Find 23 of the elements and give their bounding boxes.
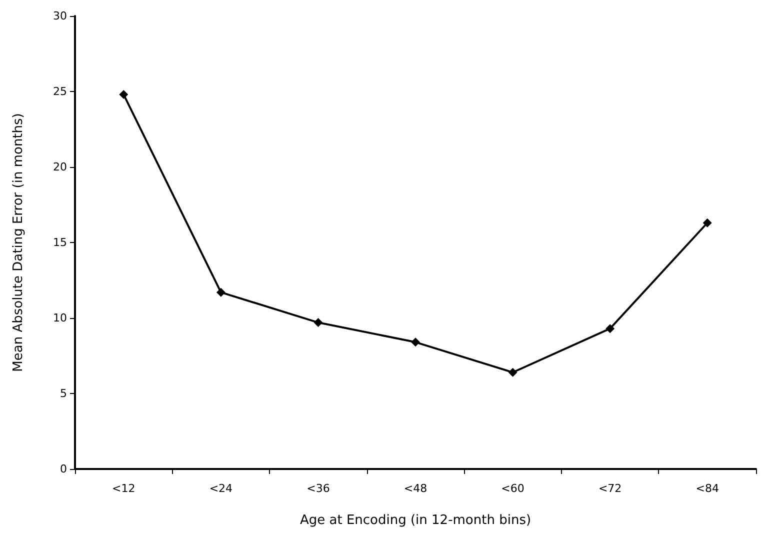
y-tick-label: 0 [60, 462, 67, 476]
point [314, 318, 323, 328]
x-tick-label: <48 [404, 482, 428, 495]
x-tick-label: <36 [306, 482, 330, 495]
point [216, 288, 226, 297]
y-tick-label: 25 [53, 85, 67, 98]
point [411, 338, 420, 347]
x-axis-title: Age at Encoding (in 12-month bins) [300, 513, 532, 528]
point [606, 324, 615, 334]
y-tick-label: 30 [53, 10, 67, 22]
x-tick-label: <12 [112, 482, 136, 495]
y-tick-label: 15 [53, 236, 67, 249]
y-tick-label: 5 [60, 387, 67, 400]
y-tick-label: 10 [53, 312, 67, 324]
point [702, 218, 712, 228]
x-tick-label: <60 [501, 482, 524, 495]
y-axis-title: Mean Absolute Dating Error (in months) [11, 113, 26, 372]
x-tick-label: <84 [696, 482, 719, 495]
x-tick-label: <24 [209, 482, 233, 495]
y-tick-label: 20 [53, 160, 67, 174]
x-tick-label: <72 [598, 482, 622, 495]
point [508, 368, 518, 377]
point [119, 90, 128, 100]
